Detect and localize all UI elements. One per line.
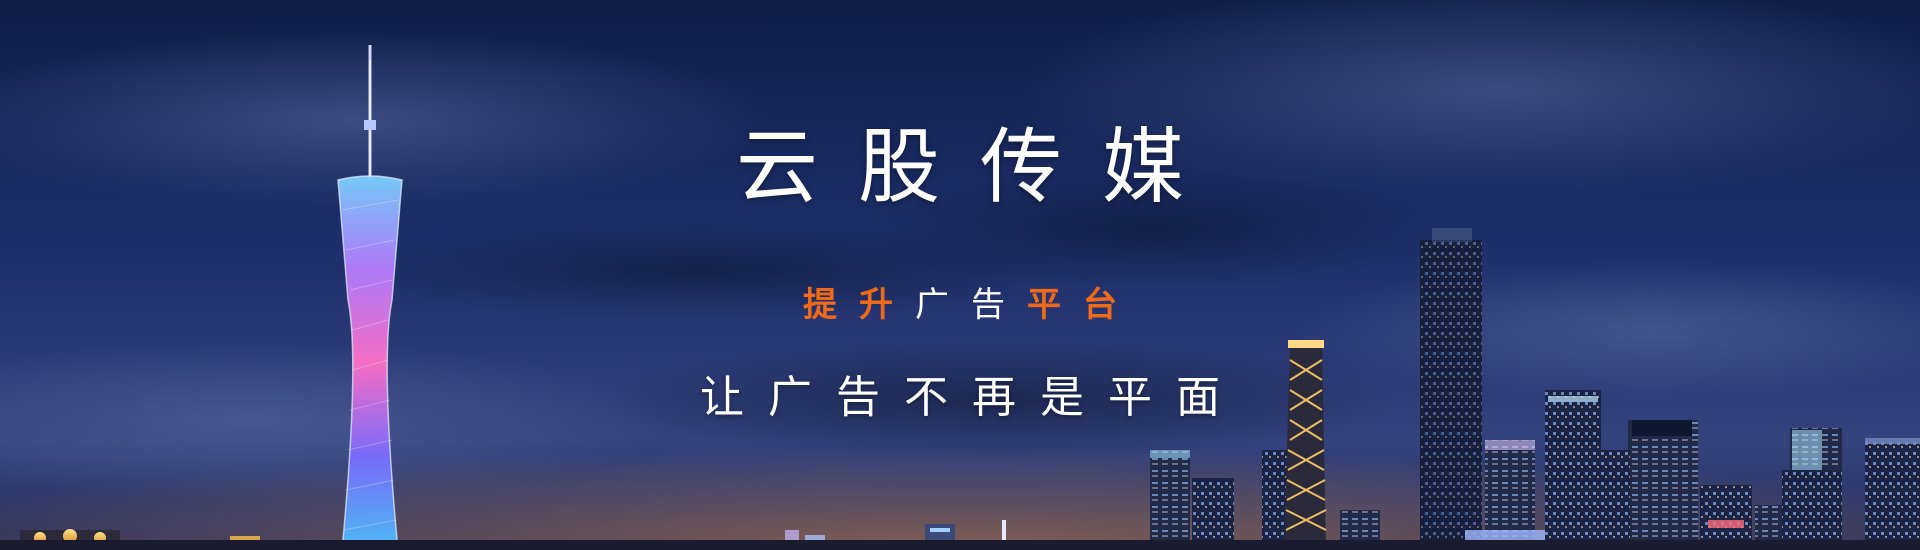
subtitle-part-1: 提升 <box>803 285 915 325</box>
subtitle-part-2: 广告 <box>915 285 1027 325</box>
brand-title: 云股传媒 <box>735 120 1224 215</box>
tagline: 让广告不再是平面 <box>700 372 1244 423</box>
subtitle-line: 提升广告平台 <box>0 282 1920 328</box>
subtitle-part-3: 平台 <box>1027 285 1139 325</box>
